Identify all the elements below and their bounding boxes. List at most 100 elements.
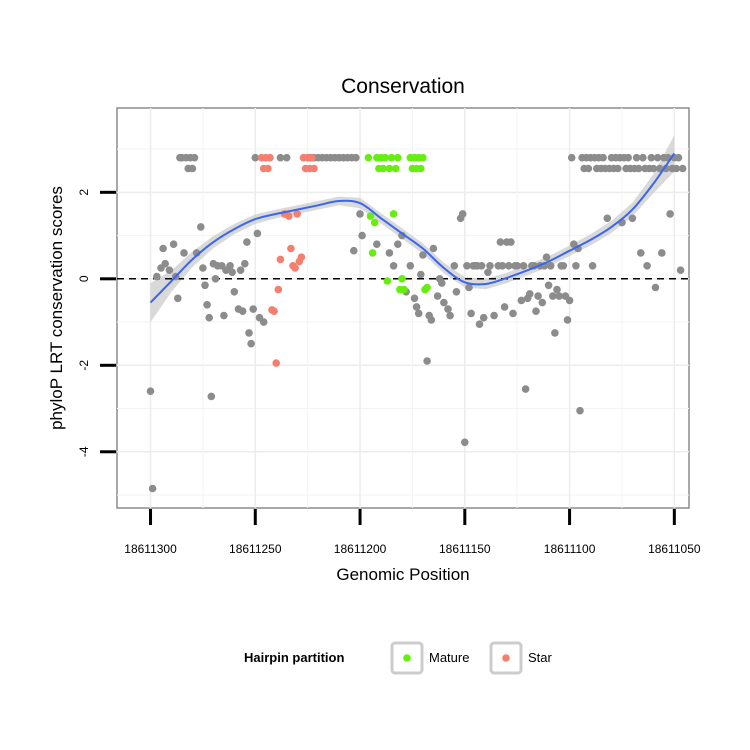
point-other bbox=[603, 214, 612, 223]
point-other bbox=[417, 270, 425, 279]
point-other bbox=[352, 153, 360, 162]
point-mature bbox=[379, 164, 387, 173]
point-other bbox=[236, 266, 245, 275]
x-axis-title: Genomic Position bbox=[336, 565, 469, 584]
point-mature bbox=[366, 212, 375, 220]
point-star bbox=[310, 164, 318, 173]
point-other bbox=[643, 262, 651, 270]
point-other bbox=[429, 244, 438, 253]
point-other bbox=[666, 210, 674, 218]
point-other bbox=[207, 392, 216, 401]
y-axis: -4 -2 0 2 bbox=[77, 189, 116, 457]
point-other bbox=[588, 262, 597, 270]
point-other bbox=[614, 164, 622, 173]
point-other bbox=[649, 164, 658, 173]
point-other bbox=[253, 229, 262, 238]
point-other bbox=[226, 262, 234, 270]
point-other bbox=[513, 262, 521, 270]
point-mature bbox=[389, 210, 398, 218]
point-other bbox=[444, 305, 452, 313]
point-other bbox=[249, 305, 257, 313]
point-star bbox=[308, 153, 316, 162]
point-other bbox=[639, 153, 647, 162]
point-other bbox=[241, 259, 249, 268]
point-other bbox=[197, 223, 205, 231]
point-other bbox=[521, 385, 530, 393]
point-other bbox=[542, 253, 551, 261]
point-star bbox=[293, 210, 302, 218]
point-mature bbox=[385, 164, 394, 173]
point-other bbox=[159, 244, 167, 253]
point-mature bbox=[400, 285, 408, 294]
point-other bbox=[555, 292, 563, 300]
point-other bbox=[203, 301, 211, 309]
x-tick-label: 18611250 bbox=[229, 542, 282, 556]
plot-panel bbox=[116, 107, 690, 509]
point-other bbox=[553, 285, 561, 294]
point-other bbox=[651, 283, 660, 292]
point-other bbox=[498, 262, 507, 270]
point-mature bbox=[387, 153, 396, 162]
point-star bbox=[264, 164, 272, 173]
point-other bbox=[245, 329, 253, 337]
point-other bbox=[243, 238, 251, 246]
point-star bbox=[272, 359, 281, 367]
x-tick-label: 18611050 bbox=[648, 542, 701, 556]
point-other bbox=[433, 292, 442, 300]
y-axis-title: phyloP LRT conservation scores bbox=[47, 186, 66, 430]
smooth-trend-line bbox=[149, 152, 676, 304]
data-points bbox=[146, 153, 687, 493]
point-other bbox=[440, 298, 448, 307]
point-other bbox=[358, 231, 366, 240]
point-other bbox=[169, 240, 178, 248]
point-mature bbox=[391, 164, 400, 173]
point-other bbox=[532, 307, 540, 316]
legend-mature-dot bbox=[403, 654, 411, 662]
point-other bbox=[247, 339, 255, 348]
point-other bbox=[563, 316, 572, 324]
point-other bbox=[565, 296, 574, 305]
point-other bbox=[658, 249, 666, 257]
point-other bbox=[486, 262, 494, 270]
point-other bbox=[463, 262, 471, 270]
point-other bbox=[211, 275, 220, 283]
point-other bbox=[538, 298, 547, 307]
point-other bbox=[427, 316, 436, 324]
point-other bbox=[188, 164, 197, 173]
point-other bbox=[584, 164, 593, 173]
point-other bbox=[632, 153, 641, 162]
grid-lines bbox=[117, 108, 689, 508]
point-other bbox=[534, 292, 542, 300]
point-other bbox=[190, 153, 199, 162]
point-other bbox=[505, 262, 513, 270]
point-other bbox=[230, 288, 239, 296]
point-other bbox=[148, 484, 157, 493]
point-other bbox=[517, 296, 526, 305]
point-other bbox=[576, 406, 584, 415]
point-mature bbox=[394, 153, 402, 162]
point-other bbox=[161, 259, 169, 268]
point-other bbox=[519, 262, 528, 270]
point-other bbox=[546, 262, 555, 270]
point-mature bbox=[398, 275, 406, 283]
point-other bbox=[373, 240, 381, 248]
point-other bbox=[201, 281, 209, 290]
point-other bbox=[180, 249, 188, 257]
point-other bbox=[410, 294, 419, 303]
point-other bbox=[662, 164, 670, 173]
point-other bbox=[251, 153, 260, 162]
point-other bbox=[634, 164, 643, 173]
point-other bbox=[653, 153, 662, 162]
point-star bbox=[276, 255, 285, 264]
point-other bbox=[350, 246, 358, 255]
point-other bbox=[423, 357, 431, 365]
point-other bbox=[551, 329, 559, 337]
point-mature bbox=[417, 164, 425, 173]
point-other bbox=[484, 268, 492, 277]
point-other bbox=[259, 318, 268, 326]
x-tick-label: 18611150 bbox=[439, 542, 491, 556]
legend: Hairpin partition Mature Star bbox=[244, 641, 553, 675]
point-other bbox=[446, 311, 454, 320]
point-mature bbox=[383, 277, 392, 285]
point-other bbox=[599, 153, 607, 162]
